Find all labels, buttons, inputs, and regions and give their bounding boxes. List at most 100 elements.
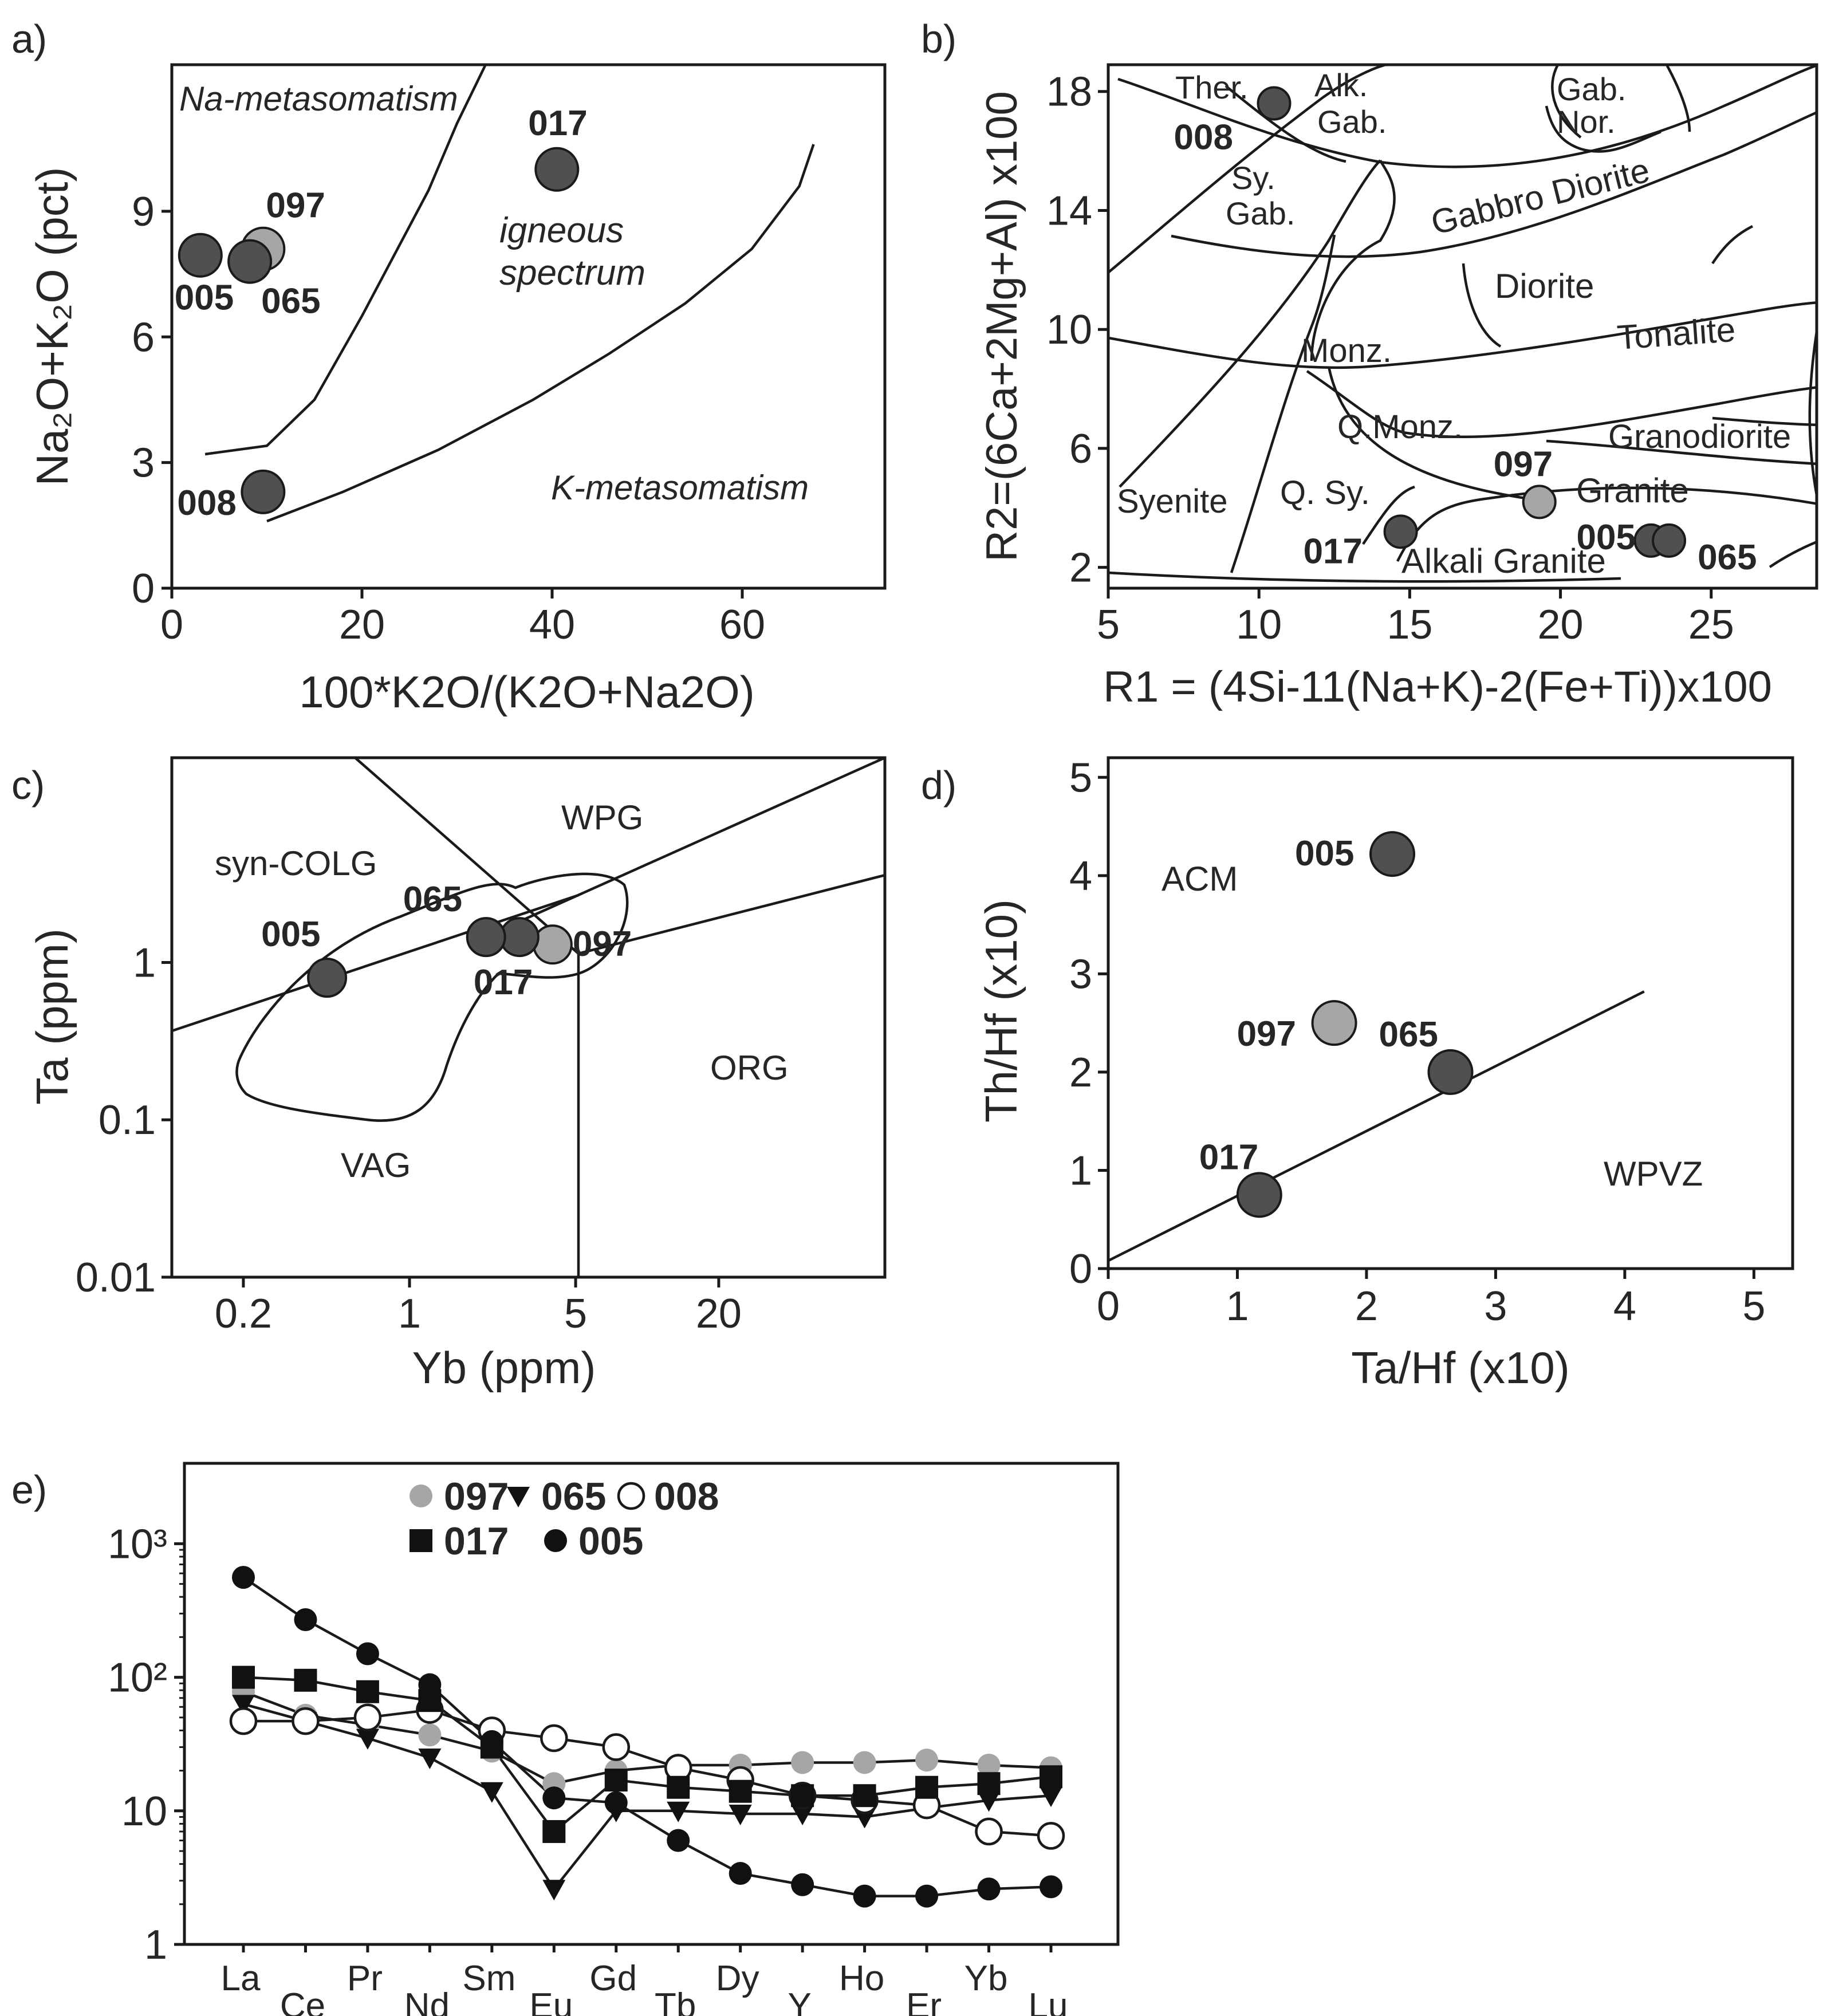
wpg-vag-extension <box>492 758 885 935</box>
region-label: VAG <box>341 1146 411 1184</box>
point-label: 005 <box>1576 518 1635 557</box>
acm-wpvz-boundary <box>1107 990 1645 1262</box>
x-tick-label: Gd <box>589 1959 637 1998</box>
region-label: Monz. <box>1301 332 1392 369</box>
field-boundary <box>1306 370 1817 439</box>
y-tick-label: 10 <box>121 1789 167 1834</box>
series-point-017 <box>915 1775 939 1799</box>
point-label: 065 <box>261 282 320 321</box>
plot-frame <box>1107 756 1794 1270</box>
y-tick-label: 14 <box>1046 188 1092 234</box>
point-label: 017 <box>474 963 533 1002</box>
region-label: ACM <box>1161 860 1238 898</box>
field-boundary <box>1108 301 1817 369</box>
series-point-005 <box>853 1884 876 1908</box>
series-point-017 <box>729 1779 752 1803</box>
region-label: ORG <box>710 1049 789 1087</box>
series-point-005 <box>667 1829 690 1852</box>
x-tick-label: Tb <box>655 1986 696 2016</box>
x-tick-label: 10 <box>1236 602 1282 648</box>
series-point-008 <box>1037 1822 1065 1850</box>
region-label: syn-COLG <box>215 844 377 883</box>
series-point-065 <box>480 1782 503 1803</box>
point-097 <box>1522 485 1557 519</box>
series-point-065 <box>1040 1786 1062 1808</box>
y-tick-label: 2 <box>1069 1050 1092 1096</box>
region-label: Na-metasomatism <box>179 80 458 118</box>
y-tick-label: 0 <box>132 566 155 612</box>
y-axis-label: Ta (ppm) <box>27 928 77 1105</box>
x-tick-label: Sm <box>462 1959 515 1998</box>
region-label: Granodiorite <box>1608 418 1791 455</box>
series-point-005 <box>977 1877 1001 1901</box>
panel-e: e) 1 10 10² 10³ La Ce Pr Nd Sm Eu Gd Tb Dy Y Ho Er Yb Lu 09… <box>11 1462 1120 2016</box>
y-tick-label: 1 <box>1069 1148 1092 1194</box>
field-boundary <box>1230 234 1336 573</box>
x-tick-label: 0 <box>1097 1283 1120 1329</box>
series-point-017 <box>232 1665 255 1689</box>
series-point-017 <box>604 1769 628 1792</box>
x-tick-label: 4 <box>1613 1283 1636 1329</box>
x-tick-label: Yb <box>964 1959 1008 1998</box>
point-label: 097 <box>1237 1014 1296 1054</box>
region-label: spectrum <box>499 253 645 293</box>
x-tick-label: Y <box>788 1986 811 2016</box>
field-boundary <box>1462 263 1502 348</box>
panel-label: a) <box>11 17 47 61</box>
series-point-097 <box>853 1751 876 1774</box>
series-point-005 <box>729 1862 752 1885</box>
field-boundary <box>1712 416 1817 427</box>
point-097 <box>532 924 573 965</box>
x-tick-label: 20 <box>339 602 385 648</box>
series-point-008 <box>540 1724 568 1753</box>
point-065 <box>227 239 273 284</box>
field-boundary <box>1551 65 1582 139</box>
field-boundary <box>266 144 815 523</box>
point-017 <box>1383 514 1418 549</box>
point-005 <box>307 958 348 998</box>
point-label: 008 <box>177 483 236 523</box>
point-label: 065 <box>1698 538 1757 577</box>
series-point-005 <box>418 1673 442 1696</box>
region-label: Alkali Granite <box>1401 542 1606 580</box>
panel-label: c) <box>11 763 45 808</box>
plot-frame <box>170 756 887 1279</box>
region-label: WPVZ <box>1604 1155 1703 1193</box>
series-point-017 <box>356 1680 379 1703</box>
y-tick-label: 2 <box>1069 545 1092 591</box>
point-005 <box>1369 831 1416 877</box>
panel-c: c) 0.2 1 5 20 0.01 0.1 1 syn-COLG WPG ORG VAG Yb (pp… <box>11 756 887 1393</box>
point-label: 097 <box>266 186 325 226</box>
point-065 <box>1427 1049 1474 1095</box>
x-tick-label: Lu <box>1029 1986 1068 2016</box>
plot-frame <box>1107 63 1818 590</box>
x-tick-label: 5 <box>1097 602 1120 648</box>
series-point-005 <box>356 1642 379 1665</box>
x-tick-label: 5 <box>564 1291 587 1337</box>
series-point-017 <box>667 1775 690 1799</box>
field-boundaries <box>1108 65 1817 583</box>
y-tick-label: 6 <box>1069 426 1092 472</box>
y-tick-label: 3 <box>132 440 155 486</box>
x-tick-label: Ho <box>839 1959 884 1998</box>
legend-label: 005 <box>578 1519 643 1563</box>
field-boundary <box>1711 225 1754 265</box>
series-point-017 <box>1040 1765 1062 1789</box>
field-boundary <box>1546 439 1817 466</box>
region-label: Gab. <box>1226 195 1295 231</box>
point-label: 005 <box>261 915 320 954</box>
x-tick-label: Dy <box>716 1959 759 1998</box>
x-axis-label: Ta/Hf (x10) <box>1351 1342 1569 1393</box>
series-point-065 <box>853 1808 876 1829</box>
field-boundary <box>1108 571 1621 583</box>
panel-label: b) <box>921 17 956 61</box>
point-017 <box>534 147 580 192</box>
y-tick-label: 4 <box>1069 853 1092 899</box>
region-label: Nor. <box>1557 104 1616 140</box>
series-point-008 <box>292 1707 320 1735</box>
x-tick-label: Pr <box>347 1959 383 1998</box>
point-label: 017 <box>1304 531 1363 571</box>
x-tick-label: 2 <box>1355 1283 1378 1329</box>
y-axis-label: Th/Hf (x10) <box>976 899 1026 1123</box>
point-label: 008 <box>1174 118 1233 158</box>
